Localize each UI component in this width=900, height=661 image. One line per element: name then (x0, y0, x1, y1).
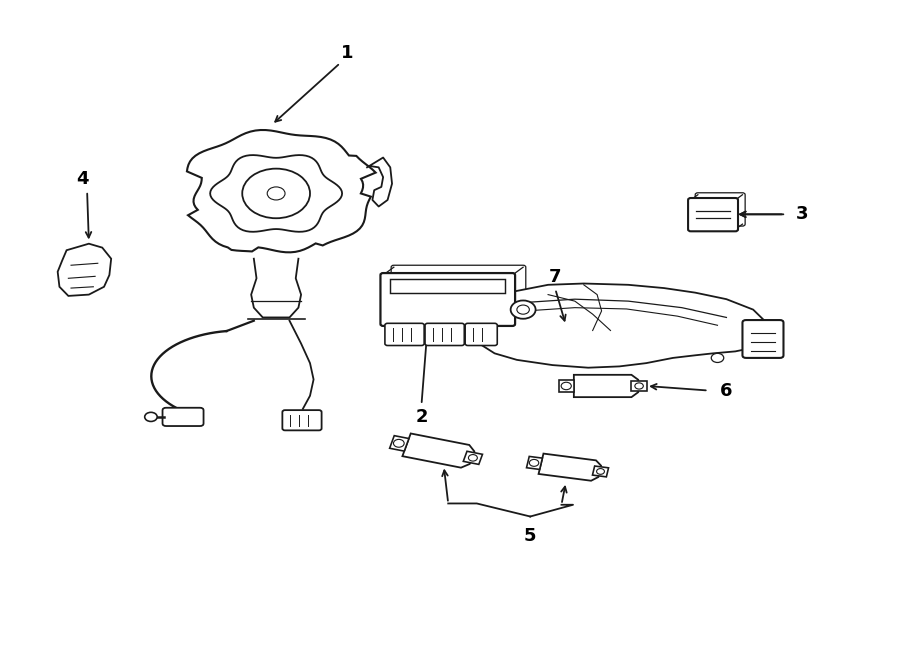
Text: 5: 5 (524, 527, 536, 545)
FancyBboxPatch shape (385, 323, 424, 346)
Text: 1: 1 (341, 44, 354, 62)
Polygon shape (632, 381, 647, 391)
Circle shape (393, 440, 404, 447)
Text: 3: 3 (796, 206, 808, 223)
FancyBboxPatch shape (465, 323, 498, 346)
Polygon shape (538, 453, 601, 481)
Circle shape (468, 455, 477, 461)
Polygon shape (187, 130, 375, 253)
Circle shape (597, 469, 605, 475)
Circle shape (510, 301, 536, 319)
Circle shape (267, 187, 285, 200)
Polygon shape (592, 466, 608, 477)
Polygon shape (560, 380, 574, 392)
Circle shape (145, 412, 158, 422)
Polygon shape (574, 375, 638, 397)
Circle shape (517, 305, 529, 314)
Circle shape (529, 459, 539, 466)
FancyBboxPatch shape (688, 198, 738, 231)
Circle shape (634, 383, 644, 389)
FancyBboxPatch shape (381, 273, 515, 326)
Polygon shape (210, 155, 342, 232)
Circle shape (242, 169, 310, 218)
Circle shape (711, 354, 724, 362)
FancyBboxPatch shape (742, 320, 784, 358)
Polygon shape (58, 244, 112, 296)
Polygon shape (464, 451, 482, 465)
Text: 7: 7 (549, 268, 562, 286)
FancyBboxPatch shape (392, 265, 526, 318)
FancyBboxPatch shape (425, 323, 464, 346)
Text: 6: 6 (720, 381, 733, 399)
FancyBboxPatch shape (163, 408, 203, 426)
FancyBboxPatch shape (695, 193, 745, 226)
Polygon shape (402, 434, 474, 468)
Polygon shape (477, 284, 770, 368)
Text: 2: 2 (415, 408, 428, 426)
Text: 4: 4 (76, 170, 89, 188)
FancyBboxPatch shape (283, 410, 321, 430)
Polygon shape (526, 456, 543, 469)
Polygon shape (390, 436, 409, 451)
Bar (391, 279, 505, 293)
Circle shape (561, 382, 572, 390)
